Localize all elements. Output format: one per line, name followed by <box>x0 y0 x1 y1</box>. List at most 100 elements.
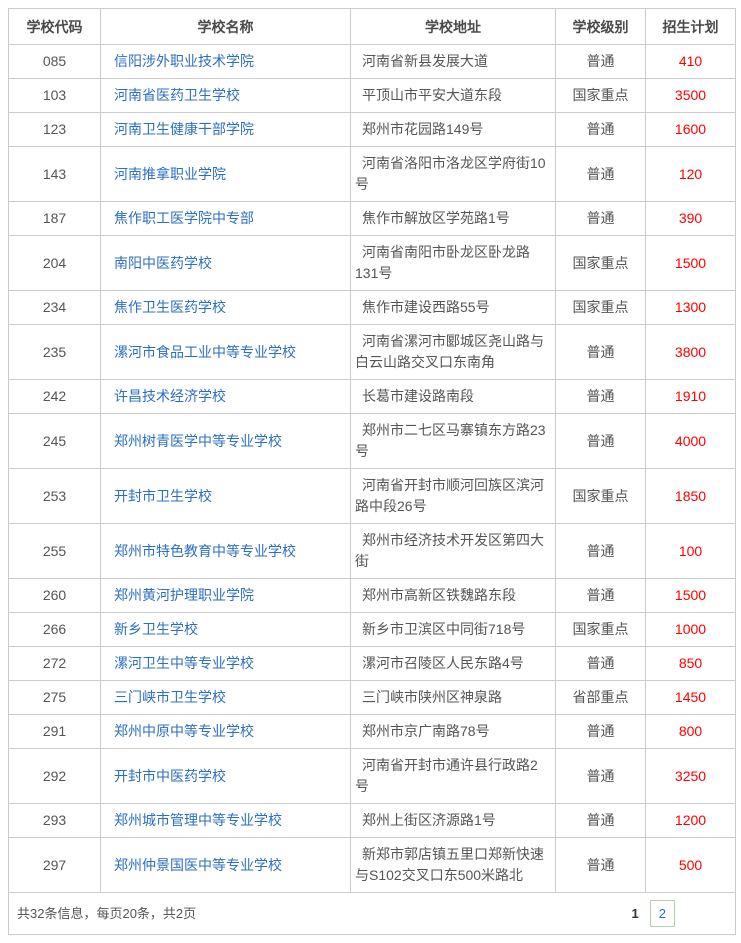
table-row: 291 郑州中原中等专业学校 郑州市京广南路78号 普通 800 <box>8 714 736 749</box>
school-level-cell: 国家重点 <box>555 78 646 113</box>
school-name-link[interactable]: 信阳涉外职业技术学院 <box>114 53 254 69</box>
school-code-cell: 253 <box>8 468 101 524</box>
enrollment-plan-cell: 390 <box>645 201 736 236</box>
enrollment-plan-cell: 4000 <box>645 413 736 469</box>
col-header-school-address: 学校地址 <box>350 8 556 45</box>
school-code-cell: 293 <box>8 803 101 838</box>
school-name-cell: 漯河市食品工业中等专业学校 <box>100 324 351 380</box>
school-code-cell: 291 <box>8 714 101 749</box>
school-name-link[interactable]: 郑州黄河护理职业学院 <box>114 587 254 603</box>
col-header-school-code: 学校代码 <box>8 8 101 45</box>
school-name-link[interactable]: 开封市中医药学校 <box>114 767 226 784</box>
school-name-link[interactable]: 河南推拿职业学院 <box>114 165 226 182</box>
school-name-link[interactable]: 南阳中医药学校 <box>114 254 212 271</box>
page-container: 学校代码 学校名称 学校地址 学校级别 招生计划 085 信阳涉外职业技术学院 河南… <box>8 8 736 935</box>
enrollment-plan-cell: 1910 <box>645 379 736 414</box>
school-name-cell: 河南省医药卫生学校 <box>100 78 351 113</box>
enrollment-plan-cell: 1850 <box>645 468 736 524</box>
school-name-link[interactable]: 许昌技术经济学校 <box>114 388 226 404</box>
school-level-cell: 普通 <box>555 646 646 681</box>
school-address-cell: 郑州市二七区马寨镇东方路23号 <box>350 413 556 469</box>
school-name-link[interactable]: 河南卫生健康干部学院 <box>114 121 254 137</box>
school-level-cell: 普通 <box>555 748 646 804</box>
table-row: 297 郑州仲景国医中等专业学校 新郑市郭店镇五里口郑新快速与S102交叉口东500… <box>8 837 736 893</box>
enrollment-plan-cell: 1500 <box>645 235 736 291</box>
school-level-cell: 国家重点 <box>555 290 646 325</box>
table-row: 103 河南省医药卫生学校 平顶山市平安大道东段 国家重点 3500 <box>8 78 736 113</box>
school-level-cell: 普通 <box>555 146 646 202</box>
school-level-cell: 普通 <box>555 44 646 79</box>
school-code-cell: 234 <box>8 290 101 325</box>
school-name-link[interactable]: 郑州城市管理中等专业学校 <box>114 812 282 828</box>
table-row: 143 河南推拿职业学院 河南省洛阳市洛龙区学府街10号 普通 120 <box>8 146 736 202</box>
table-header: 学校代码 学校名称 学校地址 学校级别 招生计划 <box>8 8 736 45</box>
table-row: 253 开封市卫生学校 河南省开封市顺河回族区滨河路中段26号 国家重点 1850 <box>8 468 736 524</box>
enrollment-plan-cell: 3500 <box>645 78 736 113</box>
col-header-school-name: 学校名称 <box>100 8 351 45</box>
school-level-cell: 省部重点 <box>555 680 646 715</box>
school-address-cell: 河南省开封市顺河回族区滨河路中段26号 <box>350 468 556 524</box>
school-name-cell: 开封市卫生学校 <box>100 468 351 524</box>
table-row: 187 焦作职工医学院中专部 焦作市解放区学苑路1号 普通 390 <box>8 201 736 236</box>
school-name-cell: 焦作卫生医药学校 <box>100 290 351 325</box>
school-name-link[interactable]: 焦作职工医学院中专部 <box>114 210 254 226</box>
school-name-link[interactable]: 漯河市食品工业中等专业学校 <box>114 343 296 360</box>
record-count-summary: 共32条信息，每页20条，共2页 <box>17 906 197 921</box>
school-address-cell: 新郑市郭店镇五里口郑新快速与S102交叉口东500米路北 <box>350 837 556 893</box>
school-name-cell: 河南推拿职业学院 <box>100 146 351 202</box>
school-name-cell: 河南卫生健康干部学院 <box>100 112 351 147</box>
table-row: 085 信阳涉外职业技术学院 河南省新县发展大道 普通 410 <box>8 44 736 79</box>
table-row: 293 郑州城市管理中等专业学校 郑州上街区济源路1号 普通 1200 <box>8 803 736 838</box>
enrollment-plan-cell: 1200 <box>645 803 736 838</box>
school-name-cell: 郑州市特色教育中等专业学校 <box>100 523 351 579</box>
school-code-cell: 204 <box>8 235 101 291</box>
school-address-cell: 河南省漯河市郾城区尧山路与白云山路交叉口东南角 <box>350 324 556 380</box>
school-name-link[interactable]: 郑州中原中等专业学校 <box>114 723 254 739</box>
school-name-link[interactable]: 漯河卫生中等专业学校 <box>114 655 254 671</box>
enrollment-plan-cell: 1300 <box>645 290 736 325</box>
school-level-cell: 国家重点 <box>555 235 646 291</box>
enrollment-plan-cell: 100 <box>645 523 736 579</box>
school-level-cell: 普通 <box>555 324 646 380</box>
school-code-cell: 266 <box>8 612 101 647</box>
header-row: 学校代码 学校名称 学校地址 学校级别 招生计划 <box>8 8 736 45</box>
col-header-school-level: 学校级别 <box>555 8 646 45</box>
school-address-cell: 河南省洛阳市洛龙区学府街10号 <box>350 146 556 202</box>
table-row: 235 漯河市食品工业中等专业学校 河南省漯河市郾城区尧山路与白云山路交叉口东南角普… <box>8 324 736 380</box>
school-name-cell: 漯河卫生中等专业学校 <box>100 646 351 681</box>
school-name-link[interactable]: 河南省医药卫生学校 <box>114 87 240 103</box>
school-name-link[interactable]: 郑州仲景国医中等专业学校 <box>114 856 282 873</box>
school-level-cell: 普通 <box>555 803 646 838</box>
table-row: 255 郑州市特色教育中等专业学校 郑州市经济技术开发区第四大街 普通 100 <box>8 523 736 579</box>
school-code-cell: 245 <box>8 413 101 469</box>
table-body: 085 信阳涉外职业技术学院 河南省新县发展大道 普通 410 103 河南省医药卫生学校平… <box>8 44 736 893</box>
school-name-link[interactable]: 郑州市特色教育中等专业学校 <box>114 542 296 559</box>
enrollment-plan-cell: 500 <box>645 837 736 893</box>
school-name-link[interactable]: 开封市卫生学校 <box>114 487 212 504</box>
table-row: 275 三门峡市卫生学校 三门峡市陕州区神泉路 省部重点 1450 <box>8 680 736 715</box>
school-name-cell: 新乡卫生学校 <box>100 612 351 647</box>
enrollment-plan-cell: 120 <box>645 146 736 202</box>
table-row: 245 郑州树青医学中等专业学校 郑州市二七区马寨镇东方路23号 普通 4000 <box>8 413 736 469</box>
page-number-current: 1 <box>631 906 639 921</box>
school-name-link[interactable]: 焦作卫生医药学校 <box>114 299 226 315</box>
school-name-link[interactable]: 郑州树青医学中等专业学校 <box>114 432 282 449</box>
school-level-cell: 国家重点 <box>555 612 646 647</box>
school-name-link[interactable]: 新乡卫生学校 <box>114 621 198 637</box>
table-row: 123 河南卫生健康干部学院 郑州市花园路149号 普通 1600 <box>8 112 736 147</box>
school-code-cell: 123 <box>8 112 101 147</box>
school-name-cell: 郑州仲景国医中等专业学校 <box>100 837 351 893</box>
school-level-cell: 普通 <box>555 413 646 469</box>
enrollment-plan-cell: 1000 <box>645 612 736 647</box>
page-number-link[interactable]: 2 <box>649 900 675 927</box>
school-level-cell: 普通 <box>555 578 646 613</box>
school-level-cell: 普通 <box>555 379 646 414</box>
enrollment-plan-cell: 1450 <box>645 680 736 715</box>
enrollment-plan-cell: 800 <box>645 714 736 749</box>
school-name-link[interactable]: 三门峡市卫生学校 <box>114 689 226 705</box>
table-row: 260 郑州黄河护理职业学院 郑州市高新区铁魏路东段 普通 1500 <box>8 578 736 613</box>
